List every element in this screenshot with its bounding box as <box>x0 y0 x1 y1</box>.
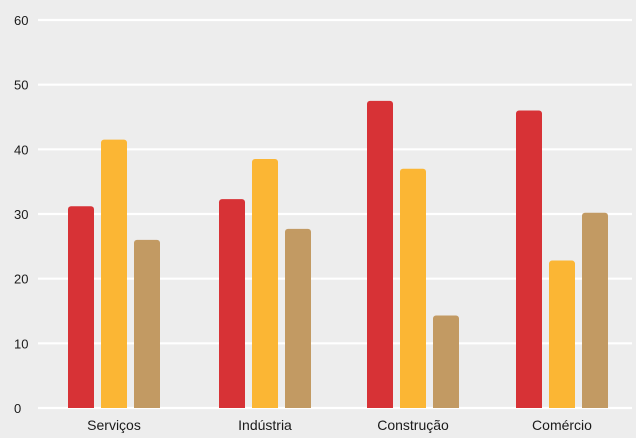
bar-base <box>219 203 245 408</box>
bar-base <box>68 210 94 408</box>
bar-base <box>252 163 278 408</box>
x-category-label: Comércio <box>532 417 592 433</box>
bars <box>68 100 608 409</box>
gridlines <box>38 18 632 410</box>
bar-base <box>433 319 459 408</box>
bar-base <box>101 143 127 408</box>
y-tick-label: 20 <box>14 272 28 287</box>
bar-base <box>516 114 542 409</box>
x-category-label: Indústria <box>238 417 292 433</box>
y-tick-label: 40 <box>14 142 28 157</box>
y-tick-label: 60 <box>14 13 28 28</box>
bar-base <box>367 104 393 408</box>
bar-base <box>134 243 160 408</box>
y-tick-label: 30 <box>14 207 28 222</box>
bar-base <box>285 232 311 408</box>
bar-base <box>549 264 575 408</box>
x-axis-labels: Serviços Indústria Construção Comércio <box>87 417 592 433</box>
y-tick-label: 10 <box>14 336 28 351</box>
x-category-label: Serviços <box>87 417 141 433</box>
bar-base <box>400 172 426 408</box>
y-axis-ticks: 0 10 20 30 40 50 60 <box>14 13 28 416</box>
x-category-label: Construção <box>377 417 449 433</box>
y-tick-label: 0 <box>14 401 21 416</box>
bar-base <box>582 216 608 408</box>
y-tick-label: 50 <box>14 78 28 93</box>
